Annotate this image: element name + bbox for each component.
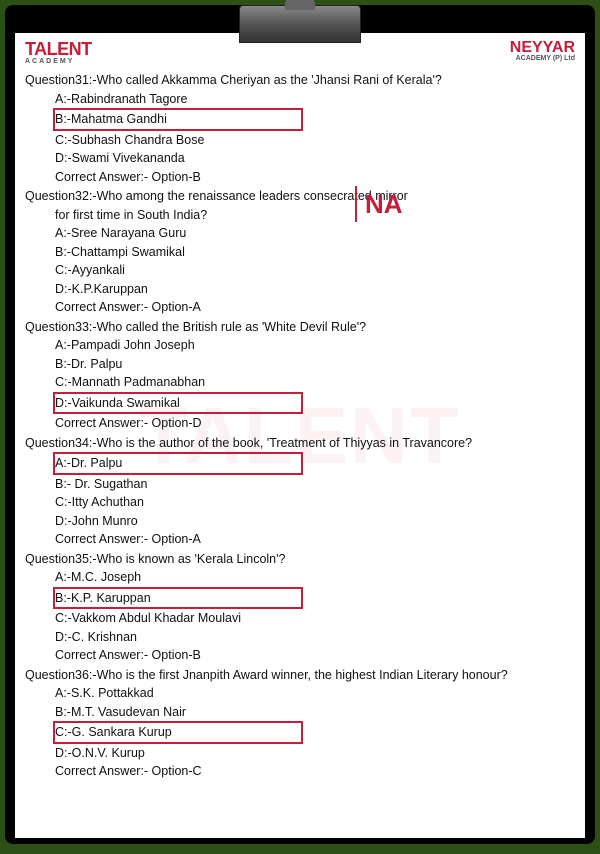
correct-answer: Correct Answer:- Option-A xyxy=(25,298,575,317)
question-text: Question35:-Who is known as 'Kerala Linc… xyxy=(25,550,575,569)
option: B:- Dr. Sugathan xyxy=(25,475,575,494)
option: C:-Ayyankali xyxy=(25,261,575,280)
option: D:-John Munro xyxy=(25,512,575,531)
option: D:-O.N.V. Kurup xyxy=(25,744,575,763)
option: C:-Vakkom Abdul Khadar Moulavi xyxy=(25,609,575,628)
option-highlighted: B:-Mahatma Gandhi xyxy=(53,108,303,131)
option: C:-Itty Achuthan xyxy=(25,493,575,512)
content: NA Question31:-Who called Akkamma Cheriy… xyxy=(15,33,585,792)
question-text: Question36:-Who is the first Jnanpith Aw… xyxy=(25,666,575,685)
question-text: Question33:-Who called the British rule … xyxy=(25,318,575,337)
question-text: Question34:-Who is the author of the boo… xyxy=(25,434,575,453)
option: C:-Mannath Padmanabhan xyxy=(25,373,575,392)
option: B:-Chattampi Swamikal xyxy=(25,243,575,262)
correct-answer: Correct Answer:- Option-B xyxy=(25,646,575,665)
option-highlighted: D:-Vaikunda Swamikal xyxy=(53,392,303,415)
question: Question35:-Who is known as 'Kerala Linc… xyxy=(25,550,575,665)
question: Question31:-Who called Akkamma Cheriyan … xyxy=(25,71,575,186)
clipboard-clip xyxy=(239,5,361,43)
paper: TALENT ACADEMY NEYYAR ACADEMY (P) Ltd TA… xyxy=(15,33,585,838)
option: D:-K.P.Karuppan xyxy=(25,280,575,299)
clipboard-frame: TALENT ACADEMY NEYYAR ACADEMY (P) Ltd TA… xyxy=(5,5,595,844)
option-highlighted: C:-G. Sankara Kurup xyxy=(53,721,303,744)
question-text: Question32:-Who among the renaissance le… xyxy=(25,187,575,206)
option: B:-Dr. Palpu xyxy=(25,355,575,374)
option: A:-S.K. Pottakkad xyxy=(25,684,575,703)
correct-answer: Correct Answer:- Option-D xyxy=(25,414,575,433)
option: A:-M.C. Joseph xyxy=(25,568,575,587)
question: Question36:-Who is the first Jnanpith Aw… xyxy=(25,666,575,781)
option: D:-Swami Vivekananda xyxy=(25,149,575,168)
correct-answer: Correct Answer:- Option-A xyxy=(25,530,575,549)
question: Question33:-Who called the British rule … xyxy=(25,318,575,433)
question-continuation: for first time in South India? xyxy=(25,206,575,225)
question: Question32:-Who among the renaissance le… xyxy=(25,187,575,317)
option: A:-Sree Narayana Guru xyxy=(25,224,575,243)
na-label: NA xyxy=(355,186,403,222)
question: Question34:-Who is the author of the boo… xyxy=(25,434,575,549)
option: A:-Pampadi John Joseph xyxy=(25,336,575,355)
option: D:-C. Krishnan xyxy=(25,628,575,647)
correct-answer: Correct Answer:- Option-C xyxy=(25,762,575,781)
option-highlighted: A:-Dr. Palpu xyxy=(53,452,303,475)
questions-container: Question31:-Who called Akkamma Cheriyan … xyxy=(25,71,575,781)
option: B:-M.T. Vasudevan Nair xyxy=(25,703,575,722)
question-text: Question31:-Who called Akkamma Cheriyan … xyxy=(25,71,575,90)
option: A:-Rabindranath Tagore xyxy=(25,90,575,109)
option-highlighted: B:-K.P. Karuppan xyxy=(53,587,303,610)
correct-answer: Correct Answer:- Option-B xyxy=(25,168,575,187)
option: C:-Subhash Chandra Bose xyxy=(25,131,575,150)
